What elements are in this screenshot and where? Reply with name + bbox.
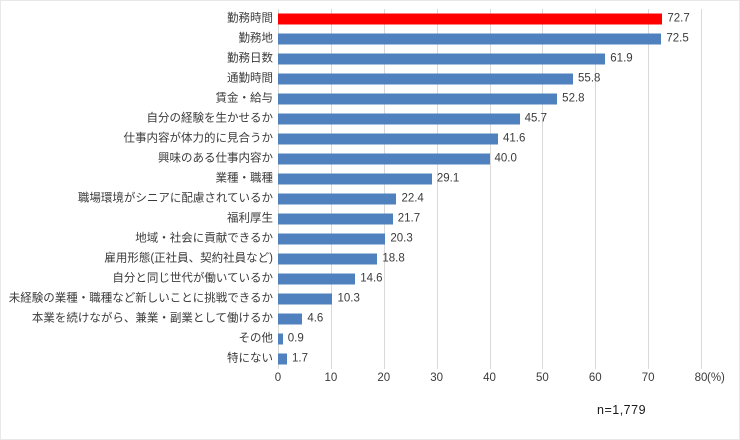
bar-row: 職場環境がシニアに配慮されているか 22.4 xyxy=(78,189,701,209)
bar xyxy=(278,273,356,285)
gridline-80 xyxy=(701,9,702,369)
value-label: 72.5 xyxy=(666,32,689,45)
value-label: 10.3 xyxy=(337,292,360,305)
bar-row: 自分と同じ世代が働いているか 14.6 xyxy=(112,269,701,289)
bar xyxy=(278,193,397,205)
value-label: 22.4 xyxy=(401,192,424,205)
bar xyxy=(278,93,558,105)
bar-row: 勤務時間 72.7 xyxy=(227,9,701,29)
x-tick-label: 40 xyxy=(483,372,496,384)
value-label: 45.7 xyxy=(524,112,548,125)
value-label: 72.7 xyxy=(667,12,690,25)
bar-row: 福利厚生 21.7 xyxy=(227,209,701,229)
value-label: 40.0 xyxy=(494,152,517,165)
bar-row: 特にない 1.7 xyxy=(227,349,701,369)
bar-row: 本業を続けながら、兼業・副業として働けるか 4.6 xyxy=(32,309,701,329)
category-label: 福利厚生 xyxy=(227,212,273,225)
bar xyxy=(278,233,386,245)
category-label: その他 xyxy=(238,332,274,345)
bar xyxy=(278,73,574,85)
category-label: 特にない xyxy=(227,352,273,365)
sample-size-annotation: n=1,779 xyxy=(597,403,647,417)
value-label: 14.6 xyxy=(360,272,383,285)
category-label: 賃金・給与 xyxy=(215,92,274,105)
value-label: 61.9 xyxy=(610,52,633,65)
bar-row: 通勤時間 55.8 xyxy=(227,69,701,89)
bar xyxy=(278,253,378,265)
x-tick-label: 80 xyxy=(694,372,708,384)
value-label: 0.9 xyxy=(287,332,304,345)
x-tick-label: 60 xyxy=(588,372,602,384)
bar xyxy=(278,173,432,185)
category-label: 仕事内容が体力的に見合うか xyxy=(123,132,274,145)
gridline-60 xyxy=(595,9,597,369)
value-label: 1.7 xyxy=(291,352,308,365)
bar xyxy=(278,153,490,165)
gridline-0 xyxy=(278,9,279,369)
category-label: 職場環境がシニアに配慮されているか xyxy=(77,192,273,205)
bar-row: 自分の経験を生かせるか 45.7 xyxy=(147,109,701,129)
bar xyxy=(278,133,498,145)
bar xyxy=(278,333,283,345)
gridline-10 xyxy=(330,9,332,369)
category-label: 勤務時間 xyxy=(227,12,273,25)
bar-row: 雇用形態(正社員、契約社員など) 18.8 xyxy=(104,249,701,269)
bar-row: その他 0.9 xyxy=(239,329,701,349)
gridline-40 xyxy=(489,9,491,369)
gridline-20 xyxy=(383,9,385,369)
x-tick-label: 20 xyxy=(377,372,391,384)
value-label: 29.1 xyxy=(436,172,460,185)
bar-row: 業種・職種 29.1 xyxy=(216,169,701,189)
gridline-70 xyxy=(648,9,650,369)
bar xyxy=(278,13,663,25)
bar xyxy=(278,33,662,45)
bar xyxy=(278,53,606,65)
category-label: 本業を続けながら、兼業・副業として働けるか xyxy=(31,312,273,325)
gridline-30 xyxy=(436,9,438,369)
value-label: 18.8 xyxy=(382,252,405,265)
bar xyxy=(278,353,287,365)
x-axis: 0 10 20 30 40 50 60 70 80 xyxy=(274,369,708,389)
value-label: 55.8 xyxy=(578,72,601,85)
category-label: 未経験の業種・職種など新しいことに挑戦できるか xyxy=(8,292,273,305)
value-label: 4.6 xyxy=(307,312,324,325)
category-label: 勤務日数 xyxy=(227,52,273,65)
category-label: 勤務地 xyxy=(238,32,274,45)
axis-unit-label: (%) xyxy=(707,372,725,384)
x-tick-label: 0 xyxy=(274,372,282,384)
bar-row: 勤務地 72.5 xyxy=(239,29,701,49)
bar-row: 仕事内容が体力的に見合うか 41.6 xyxy=(124,129,701,149)
x-tick-label: 70 xyxy=(641,372,655,384)
value-label: 21.7 xyxy=(397,212,421,225)
category-label: 自分の経験を生かせるか xyxy=(146,112,274,125)
plot-area: 勤務時間 72.7 勤務地 72.5 勤務日数 61.9 通勤時間 55.8 賃金・給与 52.8… xyxy=(9,9,702,369)
value-label: 52.8 xyxy=(562,92,585,105)
value-label: 20.3 xyxy=(390,232,413,245)
bar xyxy=(278,313,303,325)
value-label: 41.6 xyxy=(502,132,526,145)
x-tick-label: 10 xyxy=(324,372,338,384)
bar-row: 勤務日数 61.9 xyxy=(227,49,701,69)
bar-row: 地域・社会に貢献できるか 20.3 xyxy=(135,229,701,249)
category-label: 通勤時間 xyxy=(227,72,273,85)
category-label: 業種・職種 xyxy=(215,172,274,185)
category-label: 地域・社会に貢献できるか xyxy=(135,232,273,245)
bar xyxy=(278,293,333,305)
x-tick-label: 50 xyxy=(535,372,549,384)
bar xyxy=(278,213,393,225)
x-tick-label: 30 xyxy=(430,372,444,384)
gridline-50 xyxy=(542,9,544,369)
category-label: 雇用形態(正社員、契約社員など) xyxy=(104,252,273,265)
category-label: 自分と同じ世代が働いているか xyxy=(112,272,273,285)
bar xyxy=(278,113,520,125)
category-label: 興味のある仕事内容か xyxy=(158,152,273,165)
bar-row: 賃金・給与 52.8 xyxy=(216,89,701,109)
bar-row: 興味のある仕事内容か 40.0 xyxy=(158,149,701,169)
bar-row: 未経験の業種・職種など新しいことに挑戦できるか 10.3 xyxy=(9,289,701,309)
